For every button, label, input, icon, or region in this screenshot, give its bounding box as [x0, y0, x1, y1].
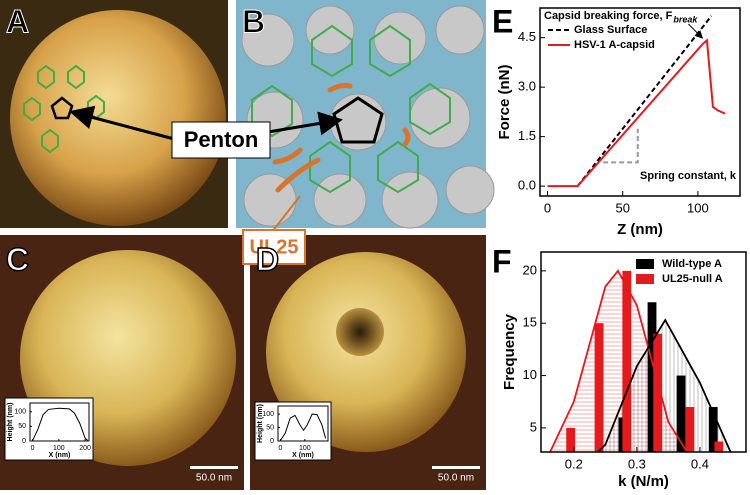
y-axis-label: Frequency: [501, 313, 518, 390]
legend-label: Wild-type A: [662, 258, 722, 270]
y-tick-label: 100: [14, 409, 26, 416]
x-axis-label: X (nm): [292, 452, 314, 459]
bar: [647, 302, 657, 452]
chart: 0.2 0.3 0.4 5 10 15 20 k (N/m) Frequency Wild-typ…: [501, 251, 747, 490]
panel-letter: F: [492, 243, 512, 279]
plot-area: [280, 413, 327, 441]
panel-letter: B: [242, 3, 265, 39]
x-tick-label: 100: [299, 445, 311, 452]
chart: 0 50 100 0.0 1.5 3.0 4.5 Z (nm) Force (nN) Glass …: [496, 7, 741, 238]
plot-area: [32, 407, 89, 441]
legend-label: Glass Surface: [574, 24, 647, 36]
annotation: Capsid breaking force, F: [544, 10, 673, 22]
x-axis-label: k (N/m): [618, 473, 669, 490]
plot-frame: [29, 402, 90, 442]
y-tick-label: 0: [22, 438, 26, 445]
y-tick-label: 3.0: [518, 79, 536, 94]
callout-label: Penton: [184, 127, 259, 152]
arrow: [69, 105, 179, 142]
y-tick-label: 0.0: [518, 178, 536, 193]
x-tick-label: 100: [53, 445, 65, 452]
fit-area: [542, 270, 732, 452]
data-line: [280, 413, 327, 441]
plot-area: [547, 15, 726, 188]
bar: [714, 441, 724, 452]
scale-bar-label: 50.0 nm: [438, 473, 474, 484]
bar: [594, 323, 604, 452]
y-tick-label: 20: [523, 262, 537, 277]
x-tick-label: 0: [544, 200, 551, 215]
arrow: [271, 195, 301, 233]
plot-area: [542, 269, 745, 452]
panel-a-image: [0, 0, 228, 228]
data-line: [547, 38, 726, 188]
y-tick-label: 0: [270, 438, 274, 445]
fit-line: [596, 318, 732, 452]
data-line: [32, 407, 89, 441]
callout-box: [171, 121, 271, 159]
callout-box: [242, 229, 306, 265]
bar: [708, 406, 718, 452]
x-tick-label: 100: [687, 200, 709, 215]
x-tick-label: 0: [278, 445, 282, 452]
y-tick-label: 50: [18, 423, 26, 430]
plot-frame: [277, 405, 329, 442]
annotation: Spring constant, k: [640, 170, 737, 182]
annotation-subscript: break: [673, 14, 698, 24]
plot-frame: [539, 7, 741, 197]
scale-bar-label: 50.0 nm: [196, 473, 232, 484]
x-tick-label: 50: [615, 200, 629, 215]
y-tick-label: 50: [266, 424, 274, 431]
annotation-arrow: [688, 23, 704, 39]
legend-swatch: [636, 274, 654, 284]
y-axis-label: Force (nN): [496, 64, 513, 139]
arrow: [267, 111, 343, 136]
plot-frame: [540, 251, 747, 453]
bar: [653, 333, 663, 452]
callout-label: UL25: [250, 236, 299, 258]
panel-letter: D: [256, 241, 279, 277]
y-axis-label: Height (nm): [257, 404, 264, 443]
data-line: [576, 15, 713, 187]
y-tick-label: 10: [523, 367, 537, 382]
panel-letter: C: [6, 241, 29, 277]
x-tick-label: 0.4: [691, 456, 709, 471]
legend-label: HSV-1 A-capsid: [574, 39, 655, 51]
x-axis-label: Z (nm): [617, 221, 663, 238]
bar: [566, 427, 576, 452]
bar: [685, 406, 695, 452]
x-tick-label: 0.2: [565, 456, 583, 471]
x-tick-label: 0.3: [628, 456, 646, 471]
bar: [676, 375, 686, 452]
y-tick-label: 1.5: [518, 128, 536, 143]
panel-c-image: [0, 235, 244, 490]
y-tick-label: 4.5: [518, 29, 536, 44]
y-tick-label: 100: [262, 411, 274, 418]
y-tick-label: 5: [530, 419, 537, 434]
panel-b-image: [236, 0, 495, 229]
panel-letter: A: [6, 3, 29, 39]
panel-letter: E: [492, 3, 513, 39]
legend-swatch: [636, 259, 654, 269]
bar: [622, 270, 632, 452]
fit-line: [549, 269, 688, 452]
x-axis-label: X (nm): [49, 452, 71, 459]
panel-d-image: [250, 235, 486, 490]
data-line: [603, 128, 639, 164]
legend-label: UL25-null A: [662, 273, 723, 285]
x-tick-label: 200: [79, 445, 91, 452]
y-tick-label: 15: [523, 315, 537, 330]
y-axis-label: Height (nm): [7, 403, 14, 442]
x-tick-label: 0: [31, 445, 35, 452]
